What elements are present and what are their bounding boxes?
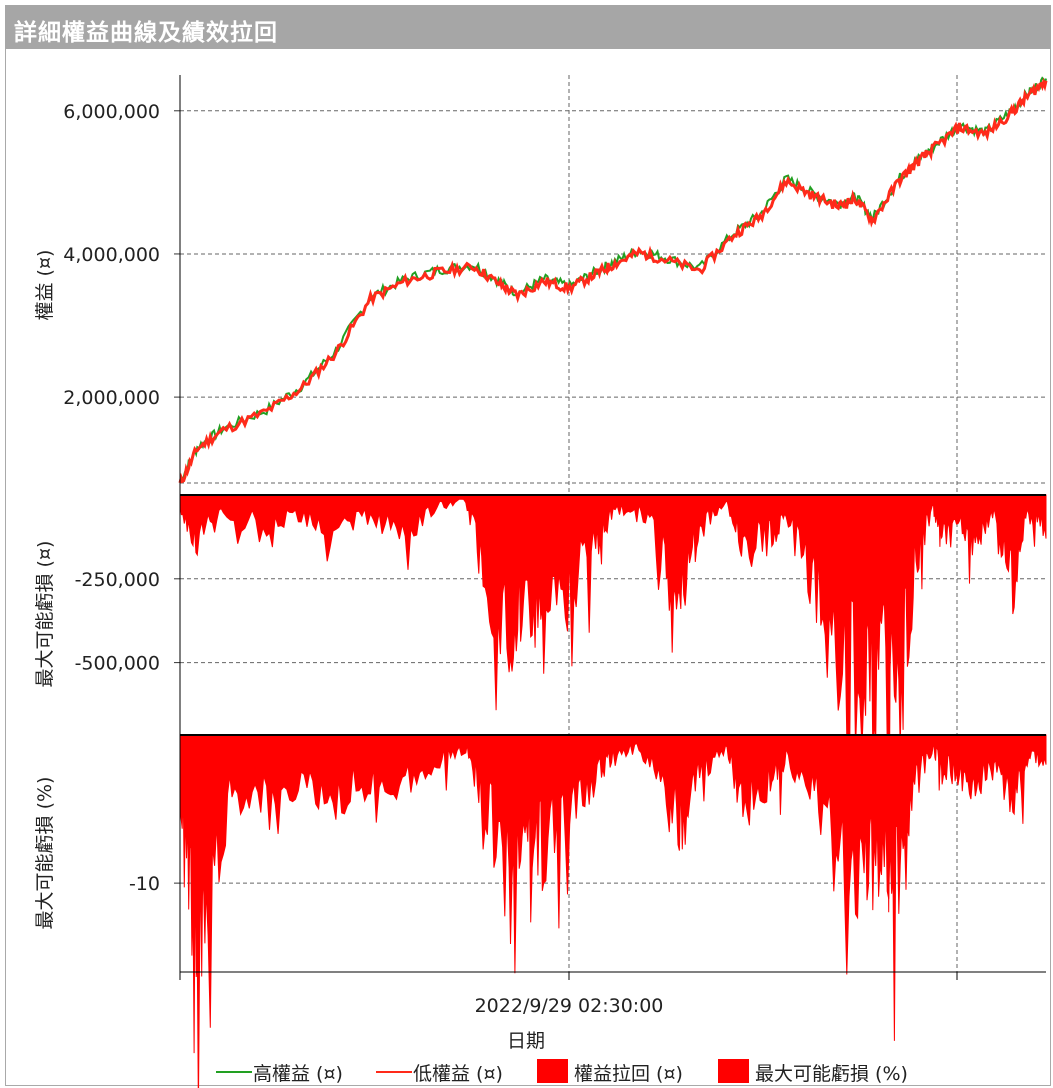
- drawdown-percent-area: [179, 734, 1047, 1088]
- legend-swatch-equity-drawdown: [537, 1059, 568, 1083]
- legend-swatch-max-loss-pct: [718, 1059, 749, 1083]
- equity-ytick-label: 6,000,000: [63, 101, 160, 123]
- drawdown-percent-ylabel: 最大可能虧損 (%): [34, 777, 56, 930]
- x-axis-label: 日期: [507, 1030, 545, 1052]
- legend: 高權益 (¤) 低權益 (¤) 權益拉回 (¤) 最大可能虧損 (%): [0, 1056, 1053, 1086]
- legend-label-low-equity: 低權益 (¤): [413, 1063, 503, 1085]
- legend-label-high-equity: 高權益 (¤): [253, 1063, 343, 1085]
- equity-ytick-label: 4,000,000: [63, 244, 160, 266]
- legend-label-max-loss-pct: 最大可能虧損 (%): [755, 1063, 908, 1085]
- series-line-low-equity: [178, 77, 1048, 484]
- title-bar: 詳細權益曲線及績效拉回: [5, 5, 1051, 49]
- percent-ytick-label: -10: [129, 873, 160, 895]
- drawdown-amount-area: [179, 494, 1047, 913]
- series-line-high-equity: [179, 76, 1047, 483]
- legend-swatch-high-equity: [216, 1071, 252, 1073]
- equity-ylabel: 權益 (¤): [34, 250, 56, 321]
- legend-swatch-low-equity: [376, 1071, 412, 1073]
- legend-label-equity-drawdown: 權益拉回 (¤): [574, 1063, 683, 1085]
- drawdown-ytick-label: -500,000: [75, 653, 160, 675]
- x-axis-tick-label: 2022/9/29 02:30:00: [475, 995, 664, 1017]
- drawdown-ytick-label: -250,000: [75, 569, 160, 591]
- window-title: 詳細權益曲線及績效拉回: [14, 20, 278, 46]
- equity-ytick-label: 2,000,000: [63, 387, 160, 409]
- drawdown-amount-ylabel: 最大可能虧損 (¤): [34, 541, 56, 688]
